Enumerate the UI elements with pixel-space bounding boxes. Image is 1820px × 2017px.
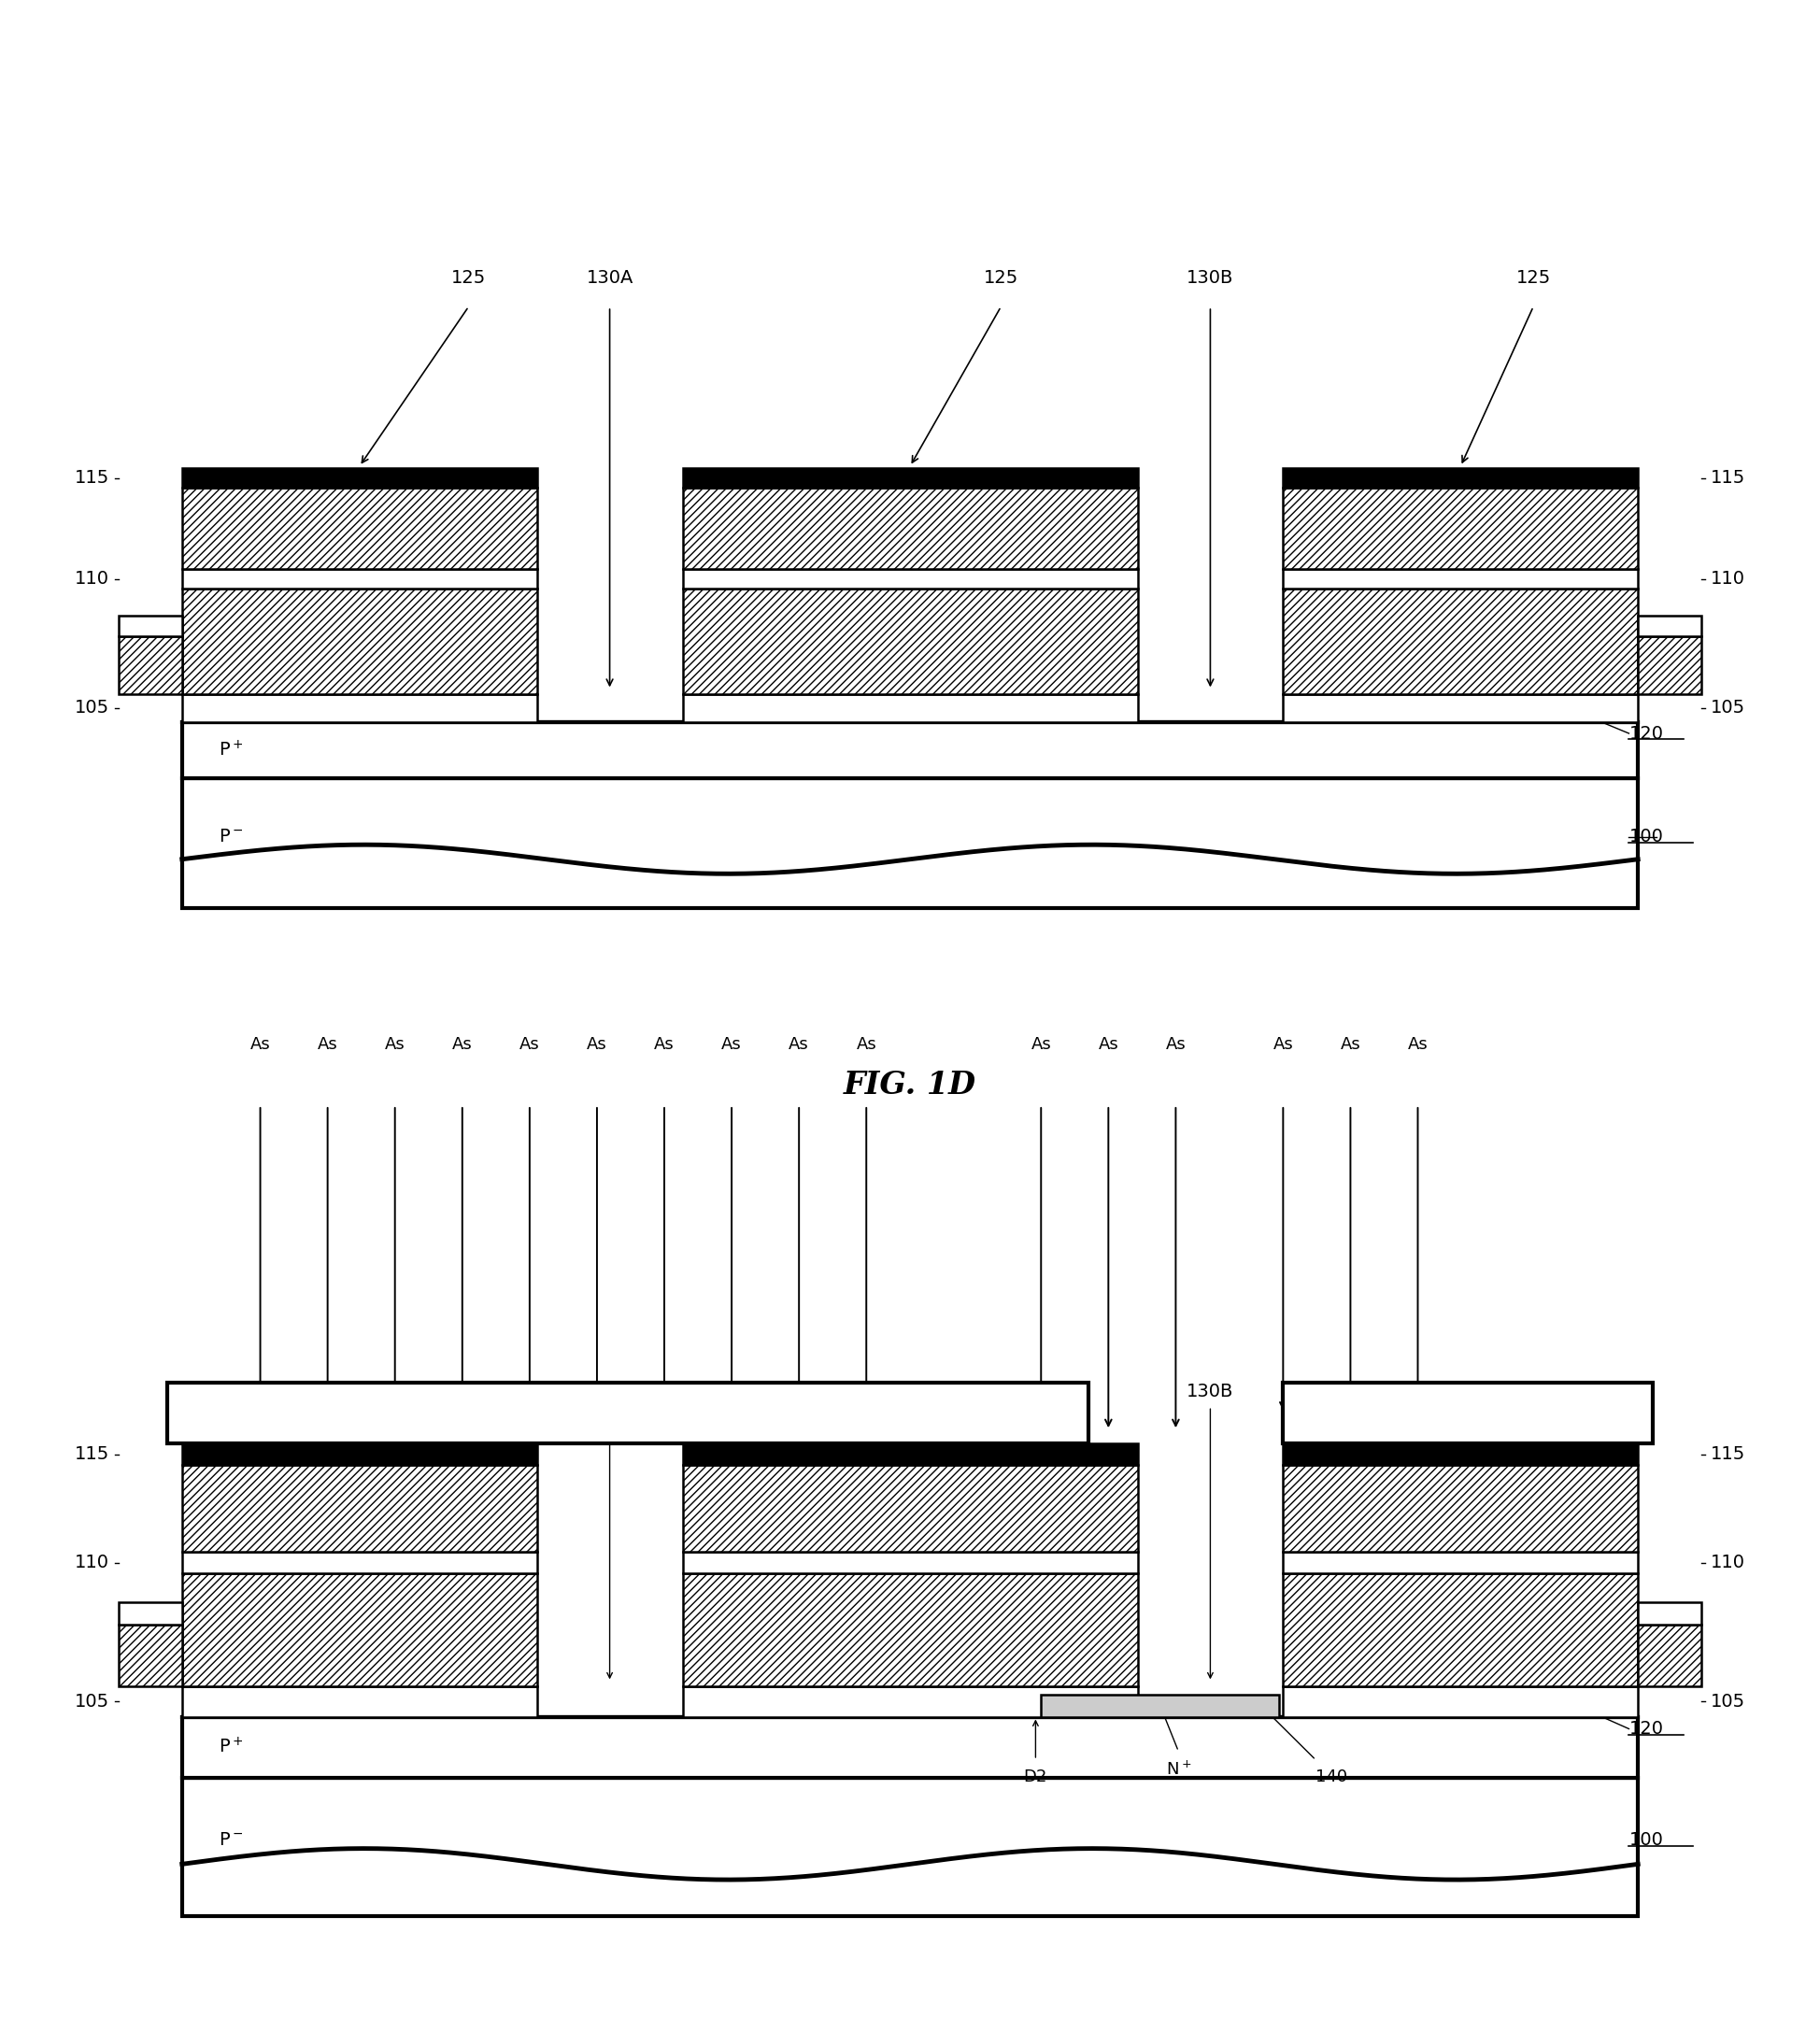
Bar (118, 1604, 182, 1624)
Bar (682, 1573, 1138, 1686)
Bar (118, 635, 182, 694)
Text: 130B: 130B (1187, 268, 1234, 286)
Text: 135: 135 (610, 1404, 646, 1422)
Bar (682, 1551, 1138, 1573)
Text: P$^+$: P$^+$ (218, 1737, 244, 1757)
Bar (682, 694, 1138, 722)
Bar (1283, 589, 1638, 694)
Text: 125: 125 (983, 268, 1019, 286)
Bar (1638, 615, 1702, 635)
Bar (682, 488, 1138, 569)
Text: 100: 100 (1629, 1831, 1663, 1850)
Bar (682, 1686, 1138, 1716)
Bar (182, 1573, 537, 1686)
Bar (1283, 569, 1638, 589)
Bar (182, 1444, 537, 1464)
Bar (1283, 1444, 1638, 1464)
Text: 110: 110 (75, 571, 109, 587)
Text: 125: 125 (451, 268, 486, 286)
Bar (167, 1384, 1088, 1444)
Bar (682, 1444, 1138, 1464)
Text: 125: 125 (1516, 268, 1551, 286)
Text: As: As (1272, 1037, 1294, 1053)
Bar (182, 722, 1638, 779)
Bar (682, 1464, 1138, 1551)
Text: 135: 135 (1451, 1404, 1485, 1422)
Text: 105: 105 (1711, 1692, 1745, 1710)
Bar (182, 569, 537, 589)
Bar (1283, 1464, 1638, 1551)
Text: FIG. 1D: FIG. 1D (844, 1069, 976, 1101)
Text: P$^-$: P$^-$ (218, 827, 244, 845)
Bar (1638, 1624, 1702, 1686)
Bar (118, 1624, 182, 1686)
Bar (682, 569, 1138, 589)
Bar (182, 468, 537, 488)
Text: As: As (384, 1037, 406, 1053)
Bar (182, 1777, 1638, 1916)
Text: As: As (1165, 1037, 1187, 1053)
Text: As: As (519, 1037, 541, 1053)
Text: As: As (1097, 1037, 1119, 1053)
Bar (1041, 1694, 1279, 1716)
Bar (118, 615, 182, 635)
Text: 105: 105 (1711, 700, 1745, 716)
Text: As: As (1340, 1037, 1361, 1053)
Text: D2: D2 (1023, 1769, 1048, 1785)
Bar (182, 1551, 537, 1573)
Bar (1283, 1551, 1638, 1573)
Text: As: As (451, 1037, 473, 1053)
Text: As: As (317, 1037, 339, 1053)
Text: As: As (788, 1037, 810, 1053)
Text: 120: 120 (1629, 724, 1663, 742)
Bar (182, 1686, 537, 1716)
Text: 115: 115 (1711, 470, 1745, 486)
Text: As: As (249, 1037, 271, 1053)
Bar (1283, 1573, 1638, 1686)
Text: 110: 110 (1711, 571, 1745, 587)
Bar (682, 468, 1138, 488)
Text: 130A: 130A (586, 1382, 633, 1400)
Text: 130B: 130B (1187, 1382, 1234, 1400)
Bar (682, 589, 1138, 694)
Bar (1283, 488, 1638, 569)
Text: As: As (1407, 1037, 1429, 1053)
Text: As: As (586, 1037, 608, 1053)
Text: As: As (855, 1037, 877, 1053)
Bar (182, 589, 537, 694)
Text: 125: 125 (1461, 1382, 1496, 1400)
Text: 105: 105 (75, 1692, 109, 1710)
Bar (182, 1716, 1638, 1777)
Text: 125: 125 (379, 1382, 413, 1400)
Text: 115: 115 (1711, 1446, 1745, 1462)
Text: As: As (653, 1037, 675, 1053)
Bar (182, 694, 537, 722)
Bar (1283, 1686, 1638, 1716)
Bar (1283, 468, 1638, 488)
Text: As: As (721, 1037, 743, 1053)
Text: 105: 105 (75, 700, 109, 716)
Text: 130A: 130A (586, 268, 633, 286)
Bar (182, 488, 537, 569)
Text: 120: 120 (1629, 1721, 1663, 1739)
Text: P$^-$: P$^-$ (218, 1831, 244, 1850)
Bar (1283, 694, 1638, 722)
Text: N$^+$: N$^+$ (1165, 1761, 1192, 1779)
Text: 110: 110 (75, 1553, 109, 1571)
Text: 115: 115 (75, 1446, 109, 1462)
Bar (1638, 1604, 1702, 1624)
Text: 125: 125 (928, 1382, 965, 1400)
Bar (1638, 635, 1702, 694)
Text: P$^+$: P$^+$ (218, 740, 244, 760)
Bar (182, 779, 1638, 908)
Bar (182, 1464, 537, 1551)
Bar (1283, 1384, 1653, 1444)
Text: 110: 110 (1711, 1553, 1745, 1571)
Text: 115: 115 (75, 470, 109, 486)
Text: As: As (1030, 1037, 1052, 1053)
Text: 140: 140 (1316, 1769, 1349, 1785)
Text: 100: 100 (1629, 827, 1663, 845)
